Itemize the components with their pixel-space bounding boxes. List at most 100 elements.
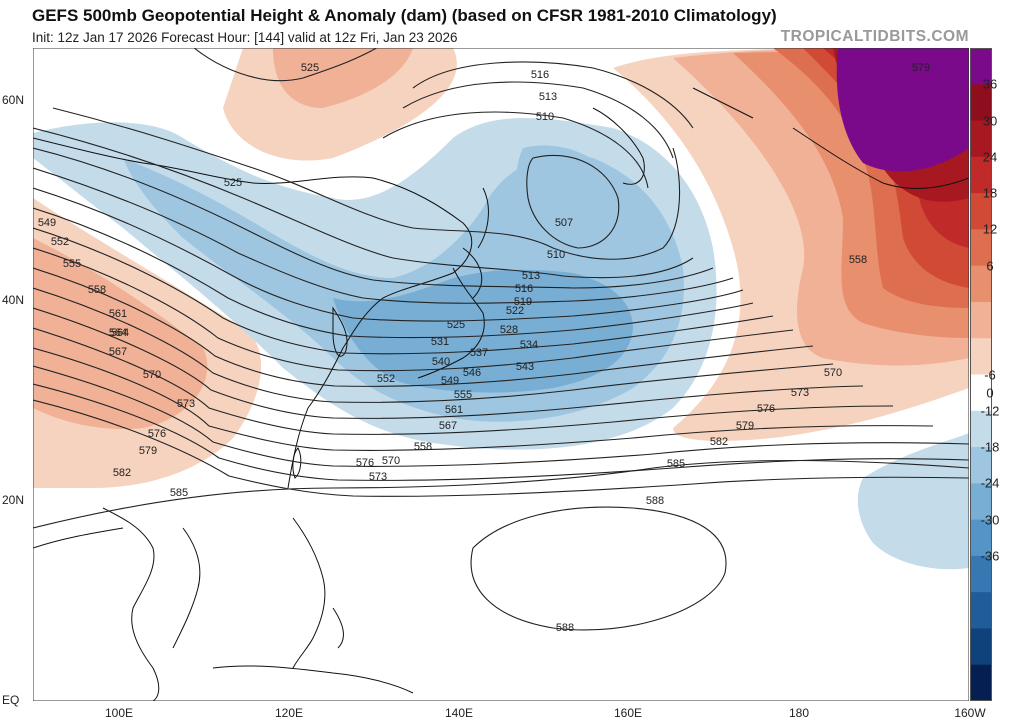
lon-label-140e: 140E (444, 706, 474, 720)
coastlines (33, 87, 969, 701)
contour-label: 519 (514, 296, 532, 308)
contour-label: 573 (177, 398, 195, 410)
contour-labels: 525 516 513 510 507 510 513 516 519 522 … (38, 62, 930, 634)
colorbar-swatch (970, 555, 992, 593)
contour-label: 555 (454, 389, 472, 401)
contour-label: 570 (143, 369, 161, 381)
contour-label: 555 (63, 258, 81, 270)
contour-label: 507 (555, 217, 573, 229)
contour-label: 564 (109, 327, 127, 339)
colorbar-tick-label: 36 (982, 76, 998, 92)
colorbar-swatch (970, 374, 992, 412)
contour-label: 570 (824, 367, 842, 379)
contour-label: 561 (445, 404, 463, 416)
contour-label: 531 (431, 336, 449, 348)
colorbar-swatch (970, 48, 992, 85)
lon-label-160e: 160E (613, 706, 643, 720)
contour-label: 579 (139, 445, 157, 457)
contour-label: 558 (88, 284, 106, 296)
contour-label: 585 (170, 487, 188, 499)
colorbar-swatch (970, 447, 992, 484)
brand-logo: TROPICALTIDBITS.COM (780, 28, 969, 45)
contour-label: 549 (38, 217, 56, 229)
colorbar-swatch (970, 156, 992, 194)
colorbar-swatch (970, 628, 992, 666)
colorbar-tick-label: 12 (982, 221, 998, 237)
positive-anomaly-shading (33, 48, 969, 488)
colorbar-swatch (970, 410, 992, 448)
contour-label: 588 (556, 622, 574, 634)
contour-label: 561 (109, 308, 127, 320)
lon-label-100e: 100E (104, 706, 134, 720)
colorbar-swatch (970, 338, 992, 375)
colorbar-tick-label: -6 (984, 367, 996, 382)
contour-label: 552 (51, 236, 69, 248)
lon-label-180: 180 (788, 706, 810, 720)
contour-label: 528 (500, 324, 518, 336)
colorbar-swatch (970, 483, 992, 521)
contour-label: 513 (522, 270, 540, 282)
colorbar-swatch (970, 193, 992, 230)
colorbar-tick-label: 18 (982, 185, 998, 201)
colorbar-swatch (970, 519, 992, 557)
colorbar-swatch (970, 301, 992, 339)
contour-label: 510 (547, 249, 565, 261)
contour-label: 567 (439, 420, 457, 432)
contour-label: 516 (515, 283, 533, 295)
contour-label: 576 (148, 428, 166, 440)
contour-label: 567 (109, 346, 127, 358)
colorbar-swatch (970, 120, 992, 158)
negative-anomaly-shading (33, 118, 969, 570)
lon-label-160w: 160W (954, 706, 986, 720)
contour-label: 582 (113, 467, 131, 479)
contour-label: 552 (377, 373, 395, 385)
colorbar-tick-label: 30 (982, 113, 998, 129)
lat-label-40n: 40N (2, 293, 25, 307)
contour-label: 525 (224, 177, 242, 189)
colorbar-tick-label: -24 (980, 475, 1000, 491)
colorbar-tick-label: -30 (980, 512, 1000, 528)
contour-label: 585 (667, 458, 685, 470)
contour-label: 522 (506, 305, 524, 317)
contour-label: 558 (414, 441, 432, 453)
contour-label: 564 (111, 327, 129, 339)
lat-label-eq: EQ (2, 693, 20, 707)
contour-label: 543 (516, 361, 534, 373)
lon-label-120e: 120E (274, 706, 304, 720)
height-contours (33, 48, 969, 631)
colorbar-swatch (970, 664, 992, 701)
contour-label: 510 (536, 111, 554, 123)
contour-label: 513 (539, 91, 557, 103)
contour-label: 576 (356, 457, 374, 469)
map-panel: 525 516 513 510 507 510 513 516 519 522 … (33, 48, 969, 701)
contour-label: 573 (369, 471, 387, 483)
colorbar-tick-label: 24 (982, 149, 998, 165)
contour-label: 573 (791, 387, 809, 399)
lat-label-60n: 60N (2, 93, 25, 107)
colorbar (970, 48, 992, 701)
colorbar-tick-label: -36 (980, 548, 1000, 564)
contour-label: 537 (470, 347, 488, 359)
contour-label: 525 (301, 62, 319, 74)
contour-label: 576 (757, 403, 775, 415)
contour-label: 579 (912, 62, 930, 74)
map-title: GEFS 500mb Geopotential Height & Anomaly… (32, 6, 777, 25)
map-subtitle: Init: 12z Jan 17 2026 Forecast Hour: [14… (32, 30, 458, 45)
contour-label: 534 (520, 339, 538, 351)
contour-label: 525 (447, 319, 465, 331)
header: GEFS 500mb Geopotential Height & Anomaly… (0, 0, 1023, 50)
colorbar-tick-label: -12 (980, 403, 1000, 419)
contour-label: 579 (736, 420, 754, 432)
colorbar-swatch (970, 84, 992, 122)
contour-label: 588 (646, 495, 664, 507)
contour-label: 558 (849, 254, 867, 266)
contour-label: 570 (382, 455, 400, 467)
contour-label: 549 (441, 375, 459, 387)
colorbar-tick-label: 6 (986, 258, 994, 274)
contour-label: 540 (432, 356, 450, 368)
contour-label: 516 (531, 69, 549, 81)
colorbar-swatch (970, 229, 992, 267)
colorbar-swatch (970, 265, 992, 303)
lat-label-20n: 20N (2, 493, 25, 507)
colorbar-swatch (970, 592, 992, 629)
